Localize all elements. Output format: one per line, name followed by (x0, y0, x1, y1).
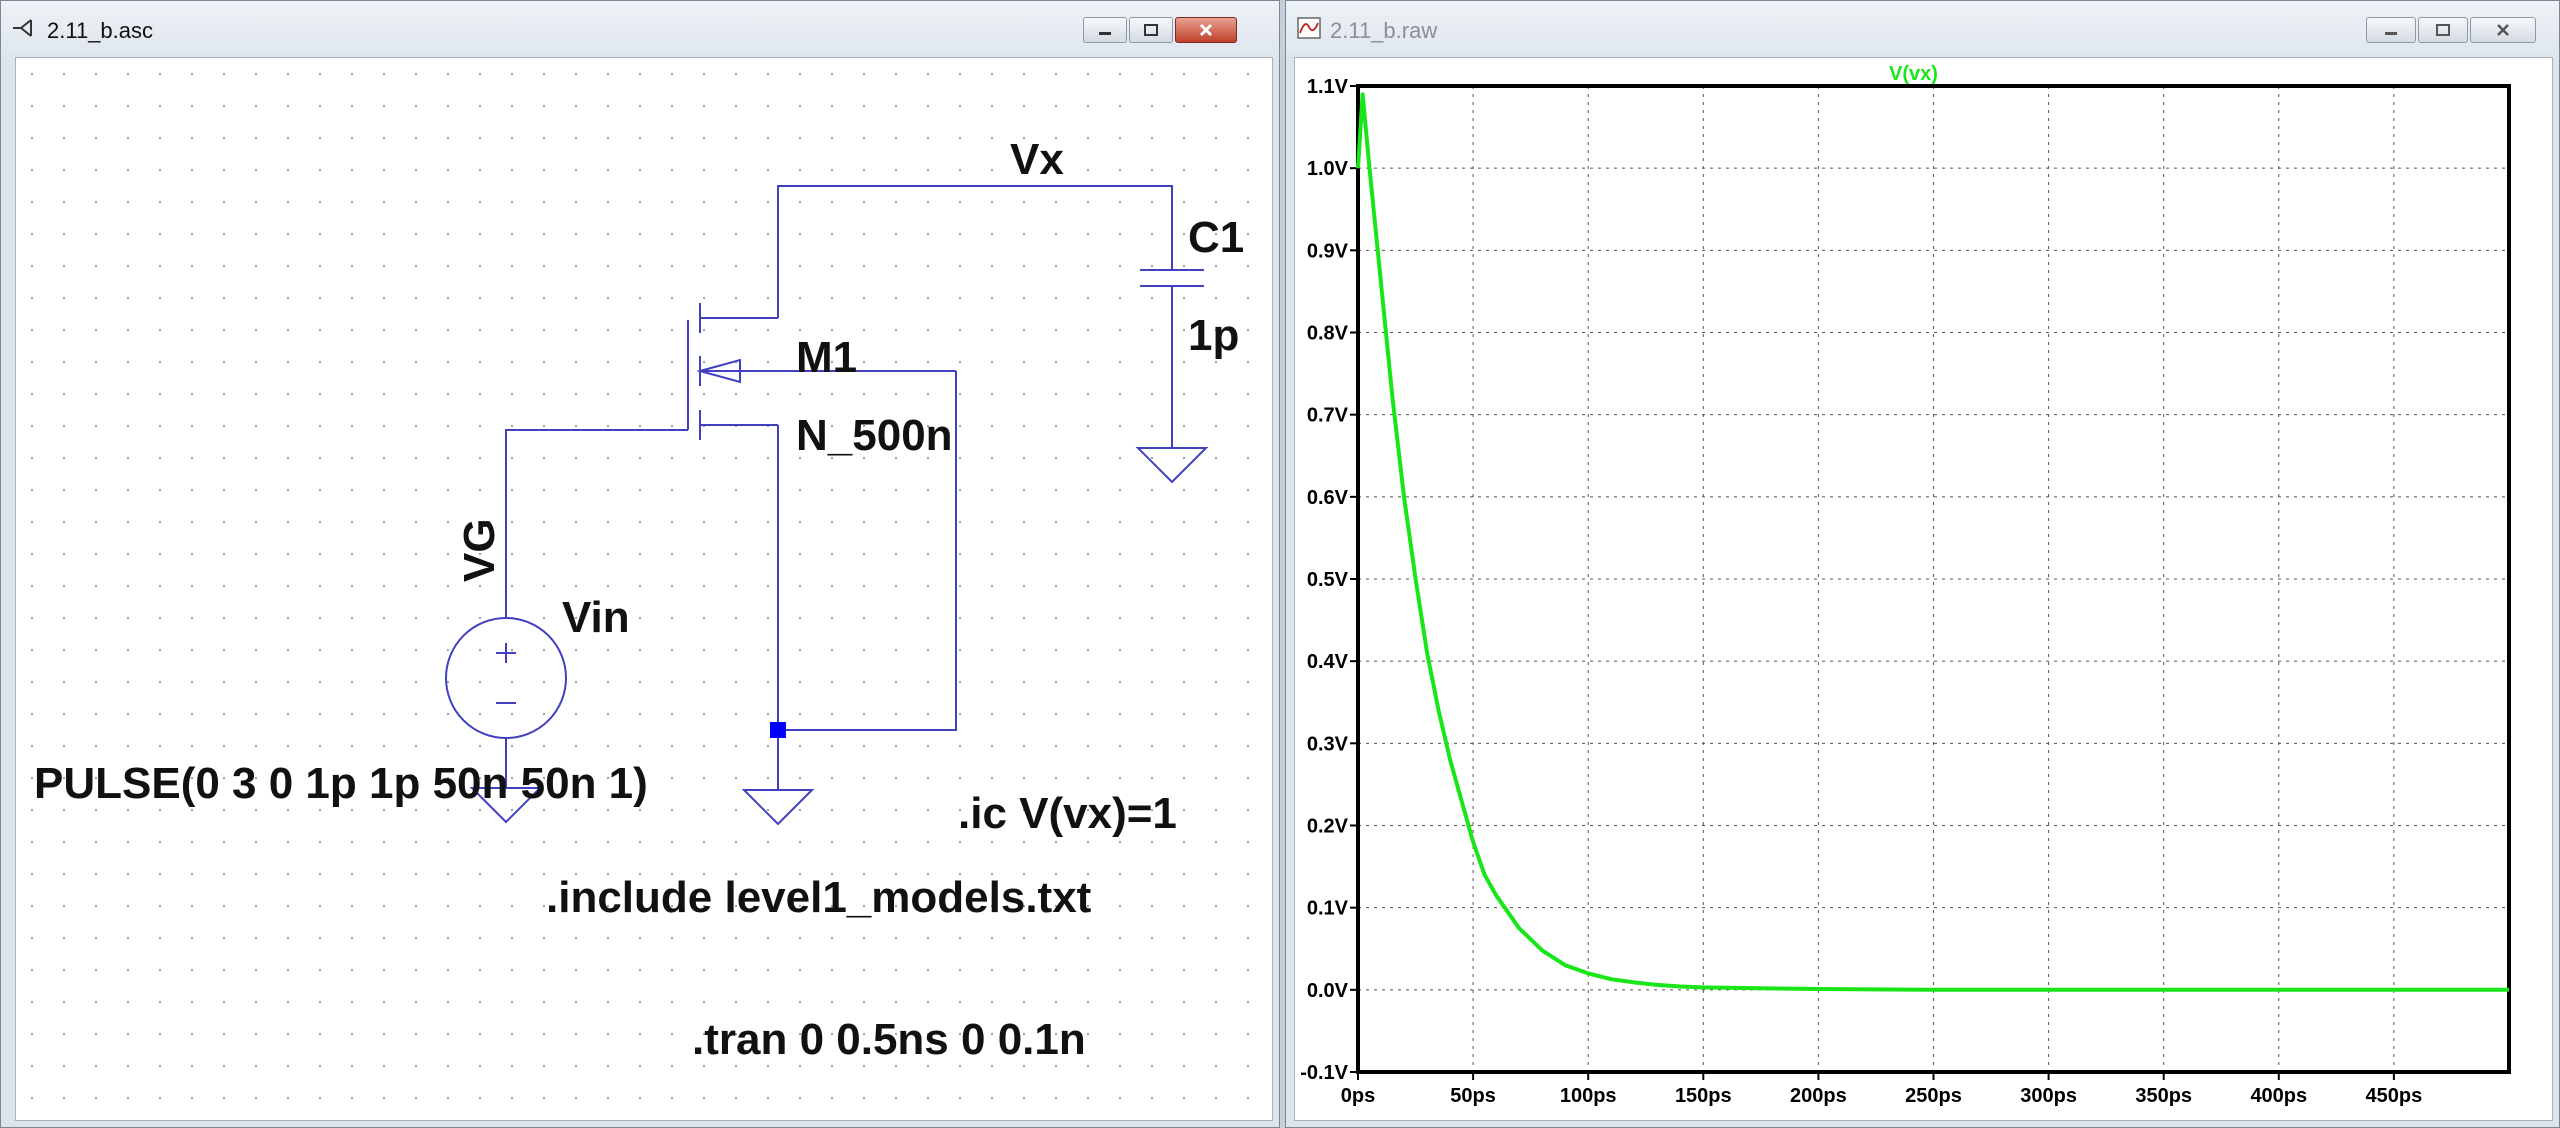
maximize-button[interactable] (1129, 17, 1173, 43)
close-button[interactable] (1175, 17, 1237, 43)
m1-name-label[interactable]: M1 (796, 333, 858, 382)
x-tick-label: 350ps (2135, 1085, 2192, 1107)
schematic-window-title: 2.11_b.asc (47, 18, 154, 43)
schematic-app-icon (13, 19, 32, 37)
y-tick-label: 0.4V (1307, 651, 1349, 673)
x-tick-label: 200ps (1790, 1085, 1847, 1107)
plot-pane[interactable]: 1.1V 1.0V 0.9V 0.8V 0.7V 0.6V 0.5V 0.4V 0.3V 0.2V… (1294, 57, 2553, 1121)
y-tick-label: 0.5V (1307, 569, 1349, 591)
junction-dot (770, 722, 786, 738)
y-tick-label: 1.0V (1307, 158, 1349, 180)
waveform-titlebar[interactable]: 2.11_b.raw (1286, 1, 2559, 55)
trace-vx[interactable] (1356, 92, 2509, 992)
legend-vx[interactable]: V(vx) (1889, 63, 1938, 85)
waveform-plot: 1.1V 1.0V 0.9V 0.8V 0.7V 0.6V 0.5V 0.4V 0.3V 0.2V… (1300, 63, 2511, 1107)
x-tick-label: 0ps (1341, 1085, 1375, 1107)
tran-directive[interactable]: .tran 0 0.5ns 0 0.1n (692, 1015, 1086, 1064)
c1-ground-symbol (1135, 447, 1209, 484)
schematic-titlebar[interactable]: 2.11_b.asc (1, 1, 1279, 55)
y-tick-label: 1.1V (1307, 76, 1349, 98)
minimize-icon (1099, 32, 1111, 35)
y-tick-label: 0.3V (1307, 733, 1349, 755)
schematic-canvas[interactable]: Vx C1 1p M1 N_500n VG Vin PULSE(0 3 0 1p… (15, 57, 1273, 1121)
schematic-window: 2.11_b.asc (0, 0, 1280, 1128)
m1-ground-symbol (741, 789, 815, 826)
vin-name-label[interactable]: Vin (562, 593, 630, 642)
c1-value-label[interactable]: 1p (1188, 311, 1240, 360)
include-directive[interactable]: .include level1_models.txt (546, 873, 1092, 922)
c1-name-label[interactable]: C1 (1188, 213, 1245, 262)
maximize-icon (1144, 24, 1158, 36)
y-tick-label: -0.1V (1300, 1062, 1348, 1084)
maximize-button[interactable] (2418, 17, 2468, 43)
close-button[interactable] (2470, 17, 2536, 43)
vin-ground-symbol (469, 787, 543, 824)
wire-vg (505, 429, 688, 618)
minimize-button[interactable] (1083, 17, 1127, 43)
m1-model-label[interactable]: N_500n (796, 411, 953, 460)
schematic-grid (16, 58, 1272, 1120)
maximize-icon (2436, 24, 2450, 36)
y-tick-label: 0.6V (1307, 487, 1349, 509)
schematic-drawing (16, 58, 1272, 1120)
x-tick-label: 400ps (2250, 1085, 2307, 1107)
minimize-button[interactable] (2366, 17, 2416, 43)
vx-net-label[interactable]: Vx (1010, 135, 1064, 184)
y-tick-label: 0.7V (1307, 405, 1349, 427)
waveform-app-icon (1297, 17, 1321, 39)
minimize-icon (2385, 32, 2397, 35)
y-tick-label: 0.8V (1307, 323, 1349, 345)
schematic-wires (445, 185, 1209, 826)
y-tick-label: 0.9V (1307, 240, 1349, 262)
x-tick-label: 250ps (1905, 1085, 1962, 1107)
y-tick-label: 0.2V (1307, 816, 1349, 838)
vg-net-label[interactable]: VG (455, 518, 504, 582)
x-tick-label: 450ps (2366, 1085, 2423, 1107)
waveform-window-title: 2.11_b.raw (1330, 18, 1438, 43)
x-tick-label: 100ps (1560, 1085, 1617, 1107)
waveform-window: 2.11_b.raw 1.1V 1.0V 0.9V 0.8V 0.7V 0.6V 0.5V 0… (1285, 0, 2560, 1128)
close-icon (1199, 23, 1213, 37)
x-tick-label: 150ps (1675, 1085, 1732, 1107)
x-tick-label: 50ps (1450, 1085, 1496, 1107)
wire-vx (777, 185, 1173, 318)
y-tick-label: 0.0V (1307, 980, 1349, 1002)
wire-body (778, 371, 957, 731)
y-tick-label: 0.1V (1307, 898, 1349, 920)
vin-value-label[interactable]: PULSE(0 3 0 1p 1p 50n 50n 1) (34, 759, 648, 808)
ic-directive[interactable]: .ic V(vx)=1 (958, 789, 1177, 838)
x-tick-label: 300ps (2020, 1085, 2077, 1107)
m1-body-arrow (696, 358, 741, 384)
close-icon (2497, 24, 2509, 36)
